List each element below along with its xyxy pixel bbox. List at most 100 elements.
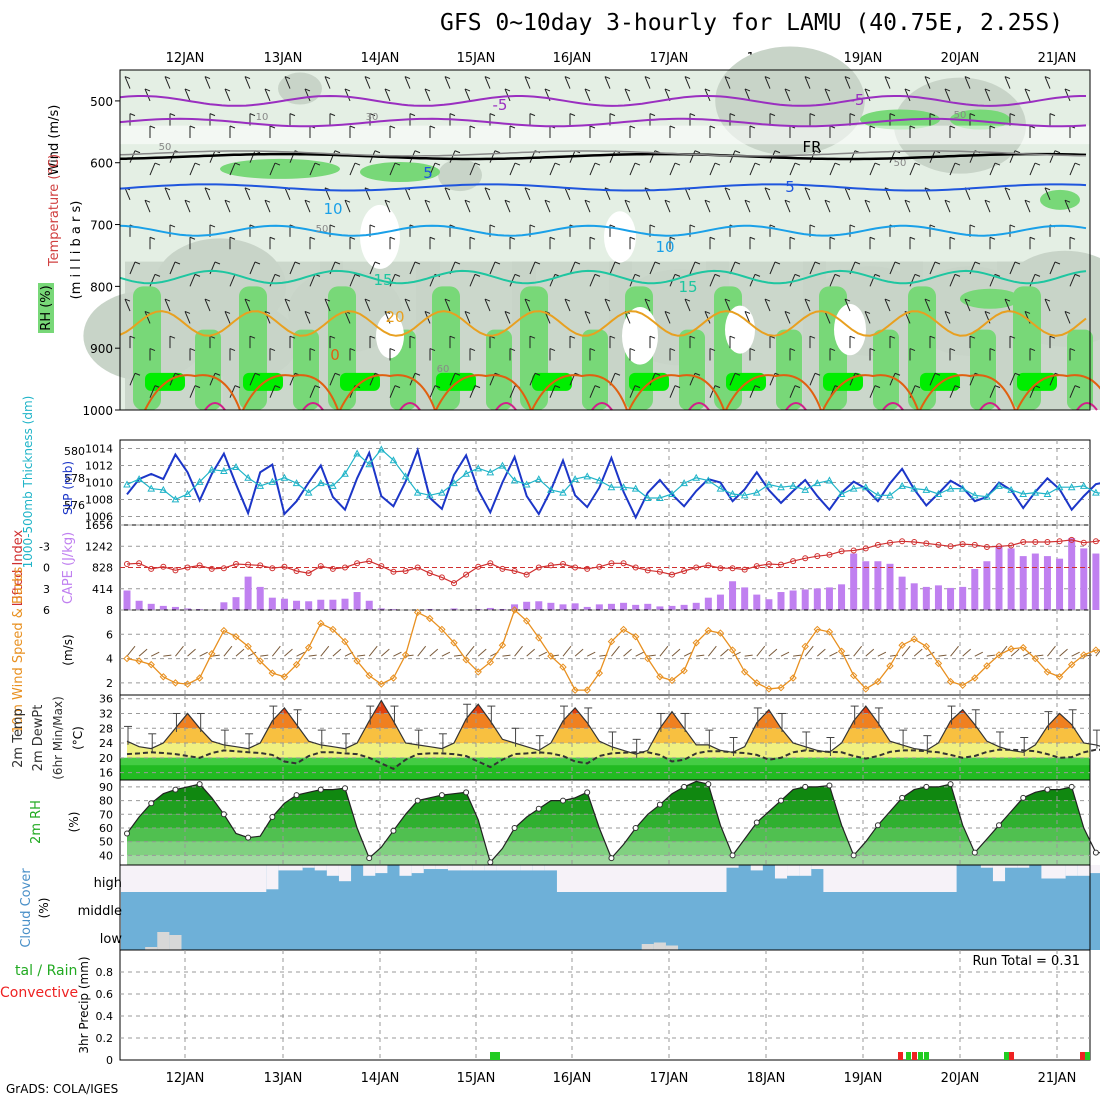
rh-green-column	[679, 329, 705, 410]
run-total-label: Run Total = 0.31	[972, 954, 1080, 969]
wind-barb	[469, 274, 476, 287]
wind-barb-flag	[329, 113, 336, 117]
wind-barb-flag	[809, 224, 816, 228]
cloud-high-cell	[811, 865, 824, 892]
wind-barb	[344, 88, 351, 102]
isotherm-25	[628, 374, 725, 411]
wind-barb	[709, 385, 716, 398]
wind-barb-flag	[429, 348, 436, 352]
thickness-marker	[983, 492, 991, 500]
wind-barb-flag	[649, 224, 656, 228]
lifted-index-marker	[184, 564, 191, 571]
wind-barb	[404, 187, 411, 201]
wind-barb-flag	[244, 298, 251, 302]
cape-bar	[329, 599, 337, 610]
thickness-tick-label: 578	[64, 472, 85, 485]
wind10m-marker	[280, 673, 289, 681]
wind-barb-flag	[844, 76, 851, 80]
wind-barb-flag	[909, 348, 916, 352]
wind-barb-flag	[494, 150, 501, 154]
rh-marker	[632, 824, 639, 831]
cape-bar	[765, 599, 773, 610]
wind-barb-flag	[389, 125, 396, 129]
wind-barb	[744, 311, 751, 324]
wind-barb-flag	[749, 348, 756, 352]
thickness-marker	[171, 495, 180, 503]
cloud-middle-cell	[847, 892, 861, 920]
wind-barb-flag	[824, 88, 831, 92]
cloud-low-gray	[169, 935, 182, 950]
thickness-marker	[692, 473, 701, 481]
wind10m-barb	[1010, 648, 1020, 657]
lifted-index-marker	[426, 570, 433, 577]
wind-barb	[744, 88, 751, 102]
wind-barb-flag	[184, 88, 191, 92]
cloud-low-cell	[387, 920, 400, 950]
wind10m-marker	[971, 674, 979, 682]
cloud-high-gap	[1065, 865, 1079, 876]
wind-barb	[369, 261, 376, 275]
wind-barb-flag	[464, 88, 471, 92]
cloud-middle-cell	[544, 892, 558, 920]
cape-bar	[983, 561, 991, 610]
cloud-low-cell	[883, 920, 897, 950]
wind10m-barb	[793, 654, 802, 657]
cloud-low-cell	[181, 920, 195, 950]
wind-barb	[1029, 385, 1036, 398]
cloud-middle-cell	[944, 892, 958, 920]
cloud-low-cell	[702, 920, 715, 950]
wind10m-marker	[304, 643, 313, 652]
cloud-high-cell	[435, 865, 449, 892]
wind10m-marker	[1080, 651, 1088, 659]
rh-green-column	[1013, 286, 1041, 410]
wind-barb-flag	[1009, 113, 1016, 117]
wind-barb-flag	[704, 310, 711, 314]
cloud-low-cell	[1017, 920, 1030, 950]
rh-marker	[802, 783, 809, 790]
wind-barb-flag	[434, 385, 441, 389]
wind-barb-flag	[209, 113, 216, 117]
lifted-index-marker	[814, 553, 821, 560]
wind-barb-flag	[434, 162, 441, 166]
cape-bar	[220, 602, 228, 610]
wind-barb-flag	[364, 298, 371, 302]
cloud-middle-cell	[932, 892, 945, 920]
temp-tick-label: 36	[99, 693, 113, 706]
wind-barb	[989, 385, 996, 398]
thickness-marker	[789, 481, 797, 489]
precip-bar	[1004, 1052, 1009, 1060]
cloud-low-cell	[484, 920, 497, 950]
lifted-index-marker	[608, 560, 615, 567]
thickness-marker	[886, 491, 894, 499]
isotherm-label: 10	[655, 238, 674, 256]
wind10m-barb	[175, 645, 184, 657]
wind-barb	[764, 187, 771, 201]
rh-marker	[705, 781, 712, 788]
wind-barb	[229, 385, 236, 398]
cloud-low-cell	[714, 920, 727, 950]
wind-barb-flag	[249, 335, 256, 339]
rh-green-column	[873, 329, 899, 410]
wind10m-marker	[329, 625, 337, 634]
cloud-high-cell	[217, 865, 231, 892]
wind-barb	[389, 274, 396, 287]
wind-barb-flag	[454, 150, 461, 154]
cloud-low-cell	[556, 920, 570, 950]
thickness-marker	[220, 466, 228, 475]
wind-barb	[944, 311, 951, 324]
wind-barb-flag	[649, 335, 656, 339]
lifted-index-marker	[717, 565, 724, 572]
temp-band	[127, 713, 1090, 729]
wind10m-marker	[559, 663, 567, 671]
wind-barb	[444, 187, 451, 201]
wind10m-barb	[804, 645, 814, 657]
wind-barb	[624, 88, 631, 102]
wind-barb-flag	[674, 162, 681, 166]
thickness-marker	[135, 475, 143, 483]
wind-barb-flag	[754, 273, 761, 277]
wind-barb	[884, 76, 891, 89]
wind10m-marker	[728, 646, 737, 654]
wind10m-marker	[983, 662, 991, 670]
rh-tick-label: 80	[99, 795, 113, 808]
wind10m-marker	[510, 606, 519, 614]
